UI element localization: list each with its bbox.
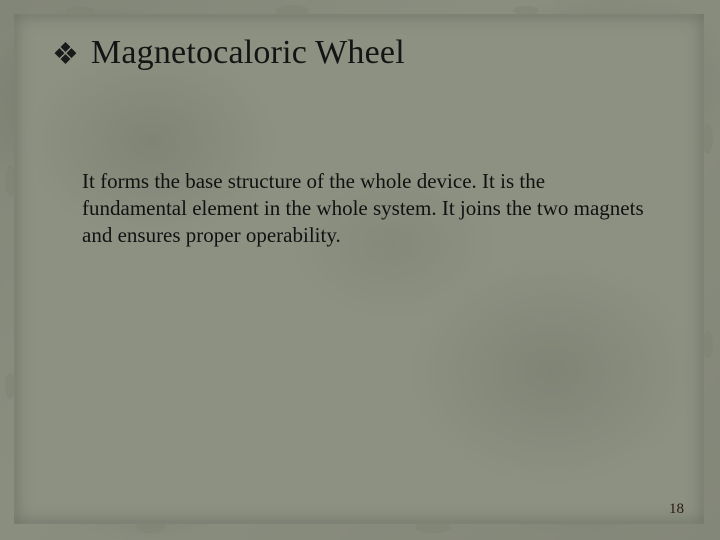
diamond-bullet-icon: ❖ — [52, 38, 79, 71]
slide: ❖ Magnetocaloric Wheel It forms the base… — [0, 0, 720, 540]
page-number: 18 — [669, 501, 684, 518]
body-text: It forms the base structure of the whole… — [82, 168, 648, 249]
heading-row: ❖ Magnetocaloric Wheel — [52, 34, 668, 72]
slide-title: Magnetocaloric Wheel — [91, 34, 405, 72]
content-area: ❖ Magnetocaloric Wheel It forms the base… — [0, 0, 720, 540]
